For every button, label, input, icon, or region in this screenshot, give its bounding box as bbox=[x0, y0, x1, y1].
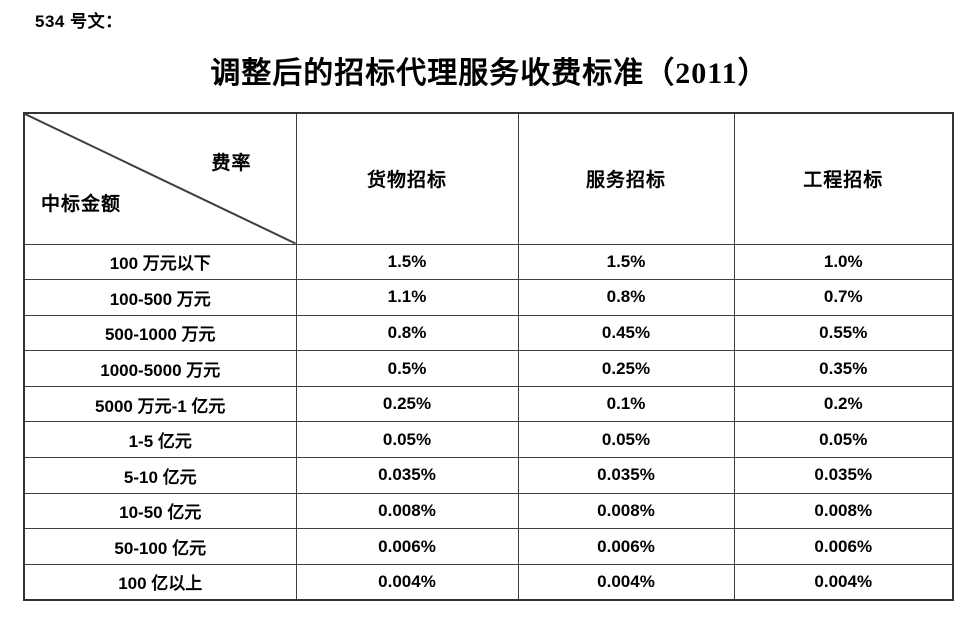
goods-rate-cell: 0.8% bbox=[295, 314, 519, 352]
amount-cell: 500-1000 万元 bbox=[23, 314, 297, 352]
table-row: 5-10 亿元 0.035% 0.035% 0.035% bbox=[23, 457, 954, 494]
goods-rate-cell: 0.25% bbox=[295, 385, 519, 423]
corner-header-cell: 费率 中标金额 bbox=[23, 112, 297, 245]
table-row: 100 万元以下 1.5% 1.5% 1.0% bbox=[23, 243, 954, 281]
service-rate-cell: 0.004% bbox=[517, 563, 735, 601]
table-row: 1-5 亿元 0.05% 0.05% 0.05% bbox=[23, 421, 954, 459]
service-rate-cell: 0.8% bbox=[517, 279, 735, 316]
table-row: 500-1000 万元 0.8% 0.45% 0.55% bbox=[23, 314, 954, 352]
amount-cell: 100-500 万元 bbox=[23, 279, 297, 316]
diagonal-line bbox=[25, 114, 296, 244]
table-row: 10-50 亿元 0.008% 0.008% 0.008% bbox=[23, 492, 954, 530]
goods-rate-cell: 0.004% bbox=[295, 563, 519, 601]
fee-rate-table: 费率 中标金额 货物招标 服务招标 工程招标 100 万元以下 1.5% 1.5… bbox=[23, 112, 954, 601]
column-header-engineering: 工程招标 bbox=[733, 112, 954, 245]
amount-cell: 5-10 亿元 bbox=[23, 457, 297, 494]
engineering-rate-cell: 0.55% bbox=[733, 314, 954, 352]
amount-cell: 5000 万元-1 亿元 bbox=[23, 385, 297, 423]
corner-rate-label: 费率 bbox=[211, 153, 252, 174]
service-rate-cell: 0.008% bbox=[517, 492, 735, 530]
doc-number-label: 534 号文： bbox=[35, 12, 123, 31]
engineering-rate-cell: 0.008% bbox=[733, 492, 954, 530]
engineering-rate-cell: 0.035% bbox=[733, 457, 954, 494]
engineering-rate-cell: 1.0% bbox=[733, 243, 954, 281]
goods-rate-cell: 0.05% bbox=[295, 421, 519, 459]
engineering-rate-cell: 0.2% bbox=[733, 385, 954, 423]
service-rate-cell: 0.05% bbox=[517, 421, 735, 459]
table-row: 100-500 万元 1.1% 0.8% 0.7% bbox=[23, 279, 954, 316]
column-header-service: 服务招标 bbox=[517, 112, 735, 245]
goods-rate-cell: 0.5% bbox=[295, 350, 519, 387]
table-header-row: 费率 中标金额 货物招标 服务招标 工程招标 bbox=[23, 112, 954, 245]
amount-cell: 1-5 亿元 bbox=[23, 421, 297, 459]
engineering-rate-cell: 0.05% bbox=[733, 421, 954, 459]
service-rate-cell: 0.25% bbox=[517, 350, 735, 387]
engineering-rate-cell: 0.004% bbox=[733, 563, 954, 601]
service-rate-cell: 0.1% bbox=[517, 385, 735, 423]
page-title: 调整后的招标代理服务收费标准（2011） bbox=[210, 57, 769, 90]
engineering-rate-cell: 0.006% bbox=[733, 528, 954, 565]
corner-amount-label: 中标金额 bbox=[41, 193, 122, 215]
amount-cell: 100 亿以上 bbox=[23, 563, 297, 601]
goods-rate-cell: 0.035% bbox=[295, 457, 519, 494]
service-rate-cell: 0.006% bbox=[517, 528, 735, 565]
table-row: 50-100 亿元 0.006% 0.006% 0.006% bbox=[23, 528, 954, 565]
table-row: 1000-5000 万元 0.5% 0.25% 0.35% bbox=[23, 350, 954, 387]
amount-cell: 10-50 亿元 bbox=[23, 492, 297, 530]
goods-rate-cell: 0.006% bbox=[295, 528, 519, 565]
column-header-goods: 货物招标 bbox=[295, 112, 519, 245]
amount-cell: 100 万元以下 bbox=[23, 243, 297, 281]
table-row: 100 亿以上 0.004% 0.004% 0.004% bbox=[23, 563, 954, 601]
goods-rate-cell: 1.1% bbox=[295, 279, 519, 316]
engineering-rate-cell: 0.7% bbox=[733, 279, 954, 316]
amount-cell: 1000-5000 万元 bbox=[23, 350, 297, 387]
service-rate-cell: 1.5% bbox=[517, 243, 735, 281]
table-row: 5000 万元-1 亿元 0.25% 0.1% 0.2% bbox=[23, 385, 954, 423]
service-rate-cell: 0.035% bbox=[517, 457, 735, 494]
service-rate-cell: 0.45% bbox=[517, 314, 735, 352]
goods-rate-cell: 0.008% bbox=[295, 492, 519, 530]
amount-cell: 50-100 亿元 bbox=[23, 528, 297, 565]
engineering-rate-cell: 0.35% bbox=[733, 350, 954, 387]
goods-rate-cell: 1.5% bbox=[295, 243, 519, 281]
